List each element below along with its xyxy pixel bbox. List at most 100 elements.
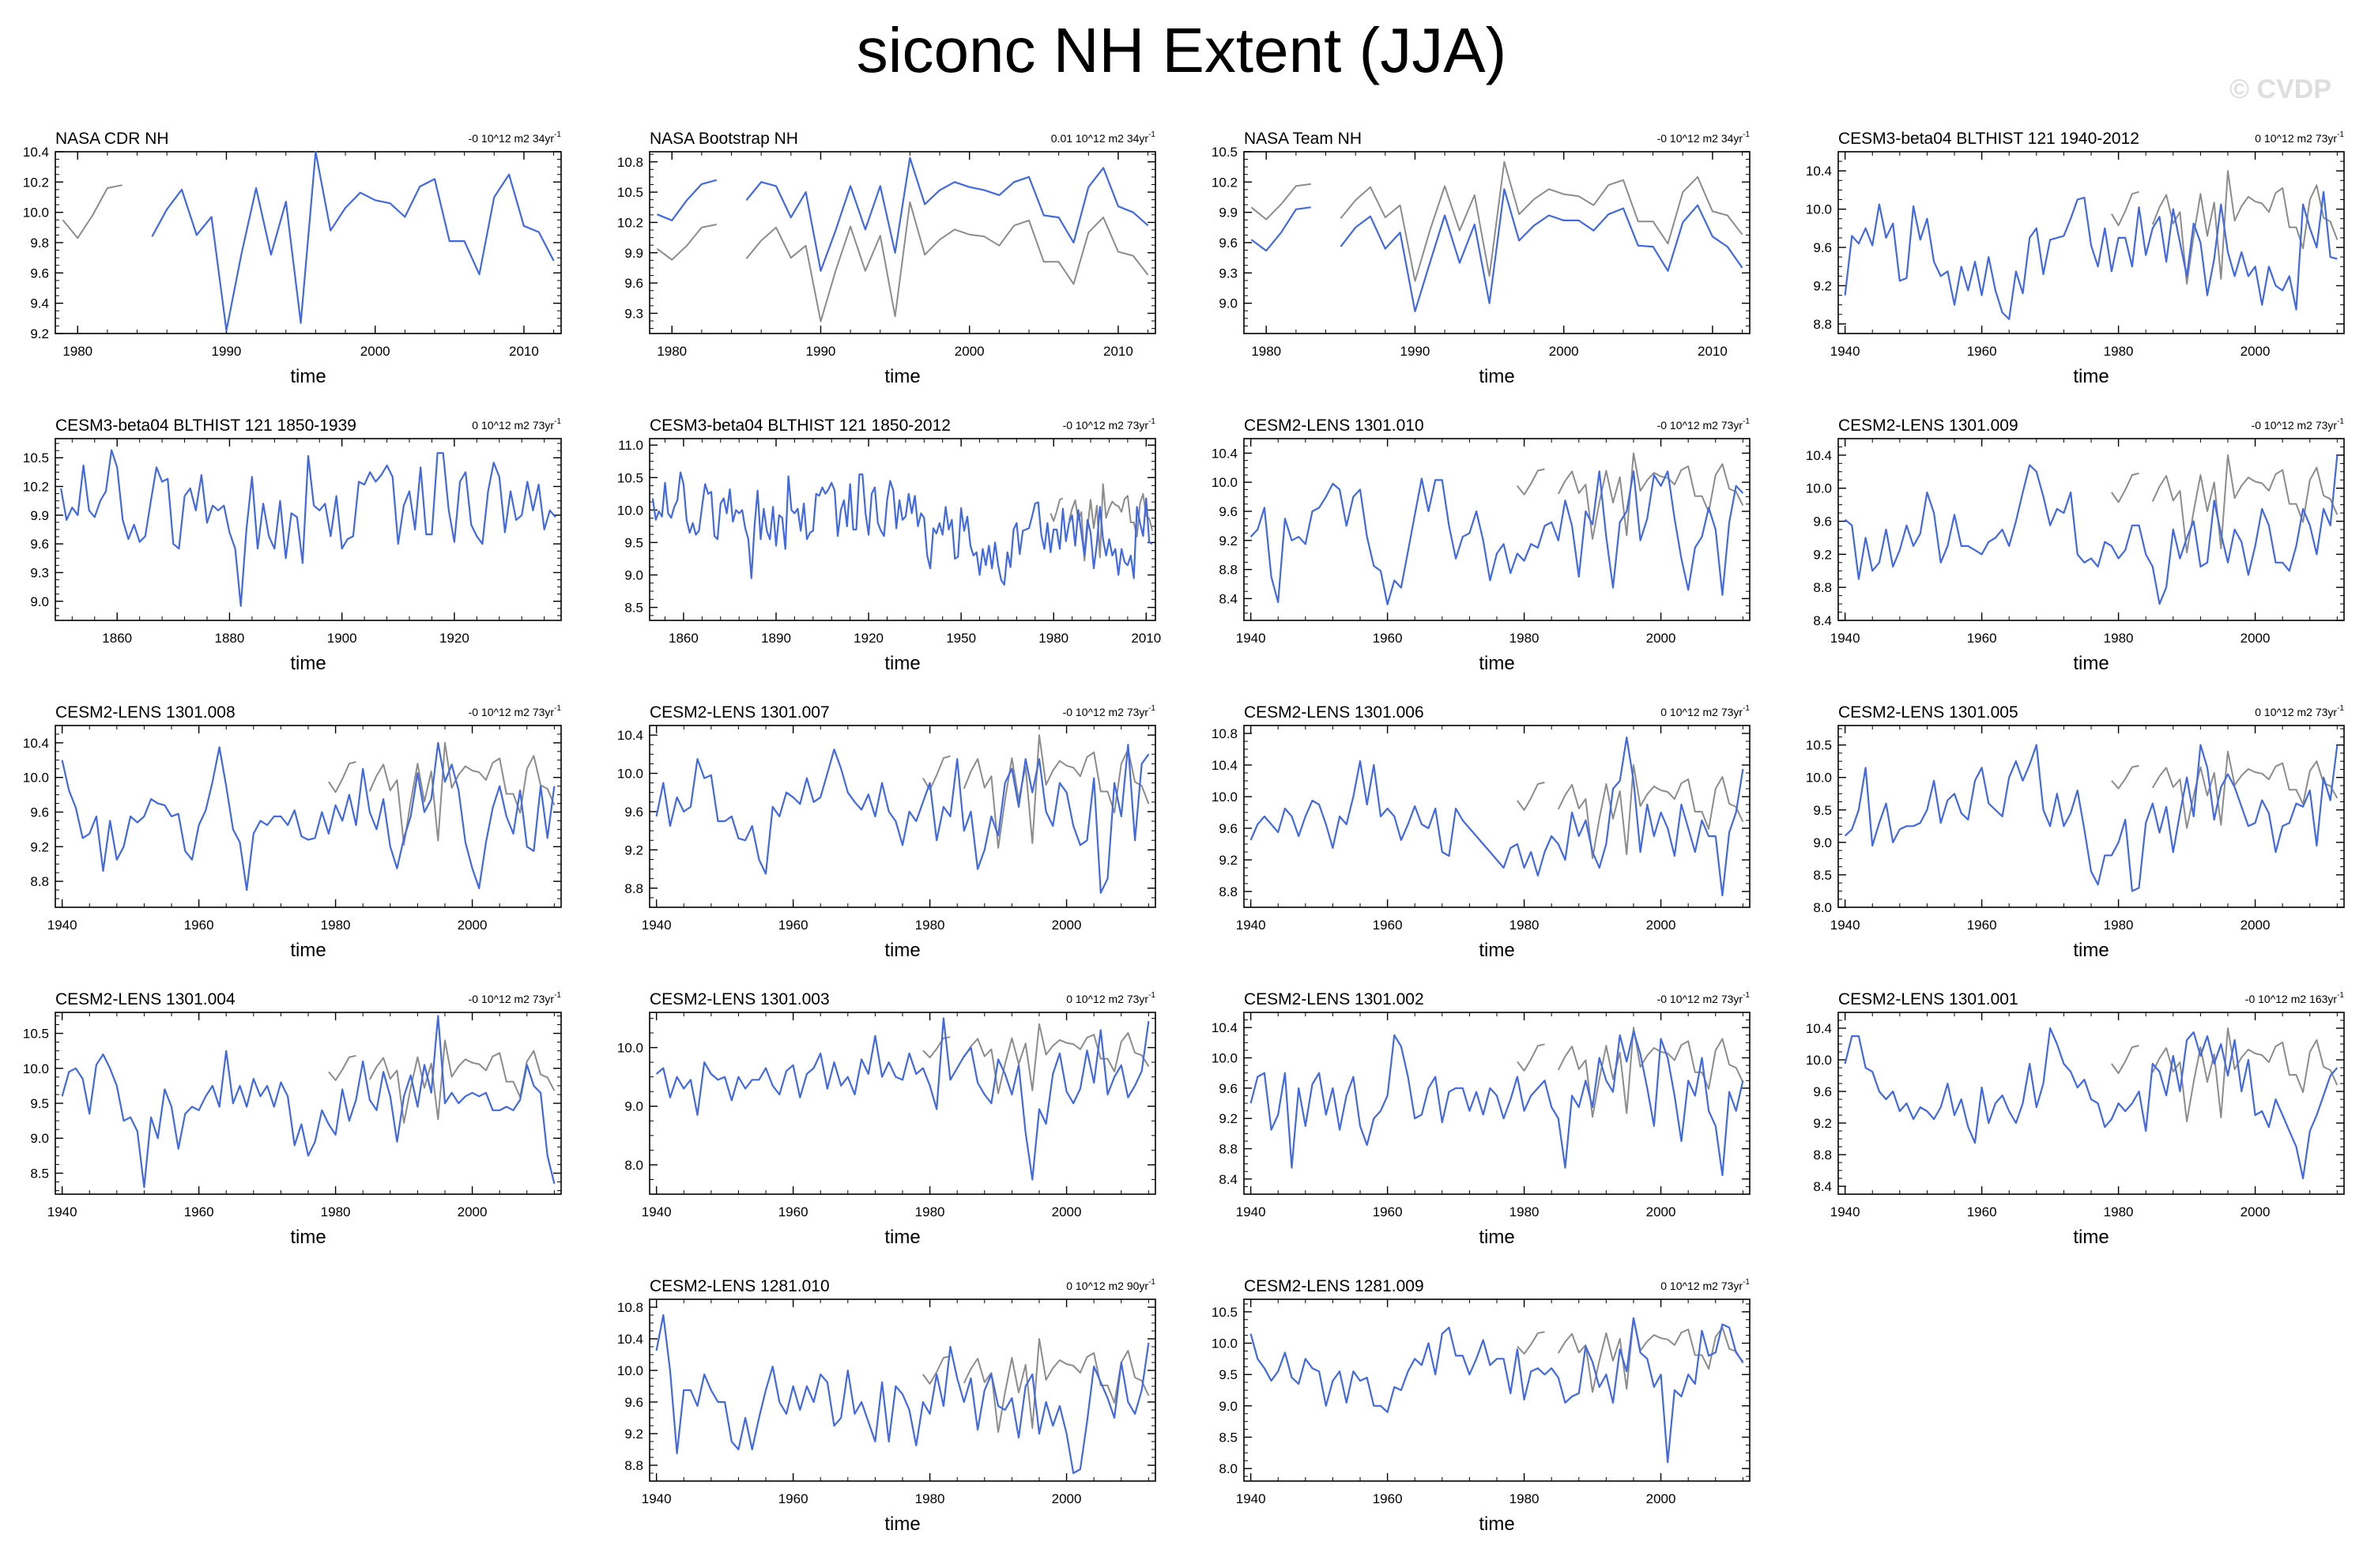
x-tick-label: 1960 (778, 1204, 808, 1219)
y-tick-label: 8.4 (1219, 591, 1238, 606)
x-tick-label: 1920 (854, 631, 884, 646)
trend-label: -0 10^12 m2 73yr-1 (2252, 417, 2345, 432)
y-tick-label: 11.0 (618, 438, 643, 453)
y-tick-label: 10.4 (1806, 448, 1832, 463)
chart-title: CESM2-LENS 1301.001 (1838, 990, 2018, 1008)
x-axis-label: time (2073, 1227, 2109, 1248)
x-axis-label: time (1479, 366, 1514, 387)
obs-series-line-2 (368, 1039, 556, 1124)
obs-series-line-1 (2111, 190, 2139, 227)
x-axis-label: time (2073, 366, 2109, 387)
x-tick-label: 2000 (1646, 631, 1676, 646)
x-tick-label: 1960 (1373, 918, 1403, 933)
x-tick-label: 1960 (1373, 1491, 1403, 1506)
trend-superscript: -1 (1743, 991, 1750, 1000)
chart-title: CESM3-beta04 BLTHIST 121 1940-2012 (1838, 130, 2139, 148)
obs-series-line-1 (2111, 764, 2139, 790)
x-tick-label: 1980 (915, 1204, 945, 1219)
y-tick-label: 8.0 (624, 1158, 643, 1173)
x-axis-label: time (1479, 940, 1514, 961)
x-tick-label: 1980 (62, 344, 92, 359)
x-tick-label: 2000 (1549, 344, 1579, 359)
x-tick-label: 2000 (2241, 344, 2271, 359)
trend-superscript: -1 (554, 704, 561, 713)
y-tick-label: 9.2 (624, 1427, 643, 1442)
y-tick-label: 9.4 (30, 296, 49, 311)
x-tick-label: 1960 (1967, 631, 1997, 646)
chart-title: CESM2-LENS 1281.010 (650, 1277, 830, 1295)
x-axis-label: time (884, 653, 920, 674)
y-tick-label: 9.0 (624, 1099, 643, 1114)
chart-title: CESM3-beta04 BLTHIST 121 1850-1939 (55, 416, 356, 435)
y-tick-label: 8.0 (1813, 900, 1832, 915)
y-tick-label: 10.0 (1212, 1051, 1238, 1066)
obs-series-line-1 (2111, 472, 2139, 503)
model-series-line-3 (1844, 744, 2339, 892)
y-tick-label: 10.4 (1212, 758, 1238, 773)
trend-label: 0.01 10^12 m2 34yr-1 (1051, 130, 1156, 145)
model-series-line-4 (745, 156, 1149, 272)
x-tick-label: 1940 (642, 918, 672, 933)
y-tick-label: 8.8 (624, 881, 643, 896)
obs-series-line-2 (2151, 454, 2339, 554)
chart-title: NASA CDR NH (55, 130, 169, 148)
x-tick-label: 2010 (1103, 344, 1133, 359)
y-tick-label: 9.2 (1813, 278, 1832, 293)
x-tick-label: 1940 (1830, 631, 1860, 646)
y-tick-label: 9.6 (30, 266, 49, 281)
trend-label: -0 10^12 m2 73yr-1 (1657, 991, 1751, 1005)
plot-frame (1243, 725, 1751, 908)
trend-label: 0 10^12 m2 73yr-1 (1660, 1278, 1750, 1292)
y-tick-label: 8.8 (1813, 580, 1832, 595)
trend-superscript: -1 (1743, 130, 1750, 139)
x-tick-label: 2000 (955, 344, 985, 359)
y-tick-label: 9.6 (624, 805, 643, 820)
chart-panel-8: CESM2-LENS 1301.009 -0 10^12 m2 73yr-1 8.4… (1806, 416, 2345, 674)
plot-frame (649, 438, 1156, 621)
trend-superscript: -1 (2337, 704, 2344, 713)
y-tick-label: 10.4 (23, 145, 49, 160)
chart-title: CESM2-LENS 1281.009 (1244, 1277, 1424, 1295)
trend-superscript: -1 (1743, 417, 1750, 426)
y-tick-label: 9.2 (30, 326, 49, 341)
x-tick-label: 1920 (439, 631, 469, 646)
trend-superscript: -1 (1743, 1278, 1750, 1287)
chart-panel-11: CESM2-LENS 1301.006 0 10^12 m2 73yr-1 8.8 9… (1212, 703, 1751, 961)
plot-frame (1243, 1012, 1751, 1195)
model-series-line-3 (1250, 206, 1311, 252)
trend-superscript: -1 (554, 417, 561, 426)
y-tick-label: 8.4 (1813, 613, 1832, 628)
x-tick-label: 1900 (327, 631, 357, 646)
x-tick-label: 1980 (1509, 631, 1540, 646)
y-tick-label: 10.0 (1806, 202, 1832, 217)
obs-series-line-2 (1340, 160, 1743, 282)
x-tick-label: 1960 (1373, 1204, 1403, 1219)
x-tick-label: 2000 (458, 1204, 488, 1219)
trend-label: -0 10^12 m2 73yr-1 (469, 991, 562, 1005)
y-tick-label: 10.0 (23, 205, 49, 220)
x-tick-label: 1980 (2104, 1204, 2134, 1219)
model-series-line-3 (655, 1314, 1150, 1475)
x-tick-label: 1940 (1236, 631, 1266, 646)
x-tick-label: 1980 (657, 344, 687, 359)
y-tick-label: 9.5 (30, 1096, 49, 1111)
x-tick-label: 1940 (642, 1491, 672, 1506)
obs-series-line-1 (1517, 468, 1545, 496)
y-tick-label: 8.0 (1219, 1461, 1238, 1476)
chart-title: CESM2-LENS 1301.007 (650, 703, 830, 722)
x-tick-label: 2000 (1646, 918, 1676, 933)
y-tick-label: 9.0 (1219, 296, 1238, 311)
x-tick-label: 1960 (184, 918, 214, 933)
y-tick-label: 9.0 (30, 1131, 49, 1146)
trend-superscript: -1 (554, 130, 561, 139)
obs-series-line-2 (1557, 1027, 1744, 1118)
y-tick-label: 10.0 (23, 1061, 49, 1076)
trend-label: -0 10^12 m2 34yr-1 (1657, 130, 1751, 145)
trend-label: -0 10^12 m2 73yr-1 (1657, 417, 1751, 432)
x-tick-label: 2000 (2241, 1204, 2271, 1219)
y-tick-label: 10.2 (23, 175, 49, 190)
chart-panel-15: CESM2-LENS 1301.002 -0 10^12 m2 73yr-1 8.4… (1212, 990, 1751, 1248)
trend-superscript: -1 (2337, 417, 2344, 426)
x-tick-label: 1940 (47, 918, 77, 933)
